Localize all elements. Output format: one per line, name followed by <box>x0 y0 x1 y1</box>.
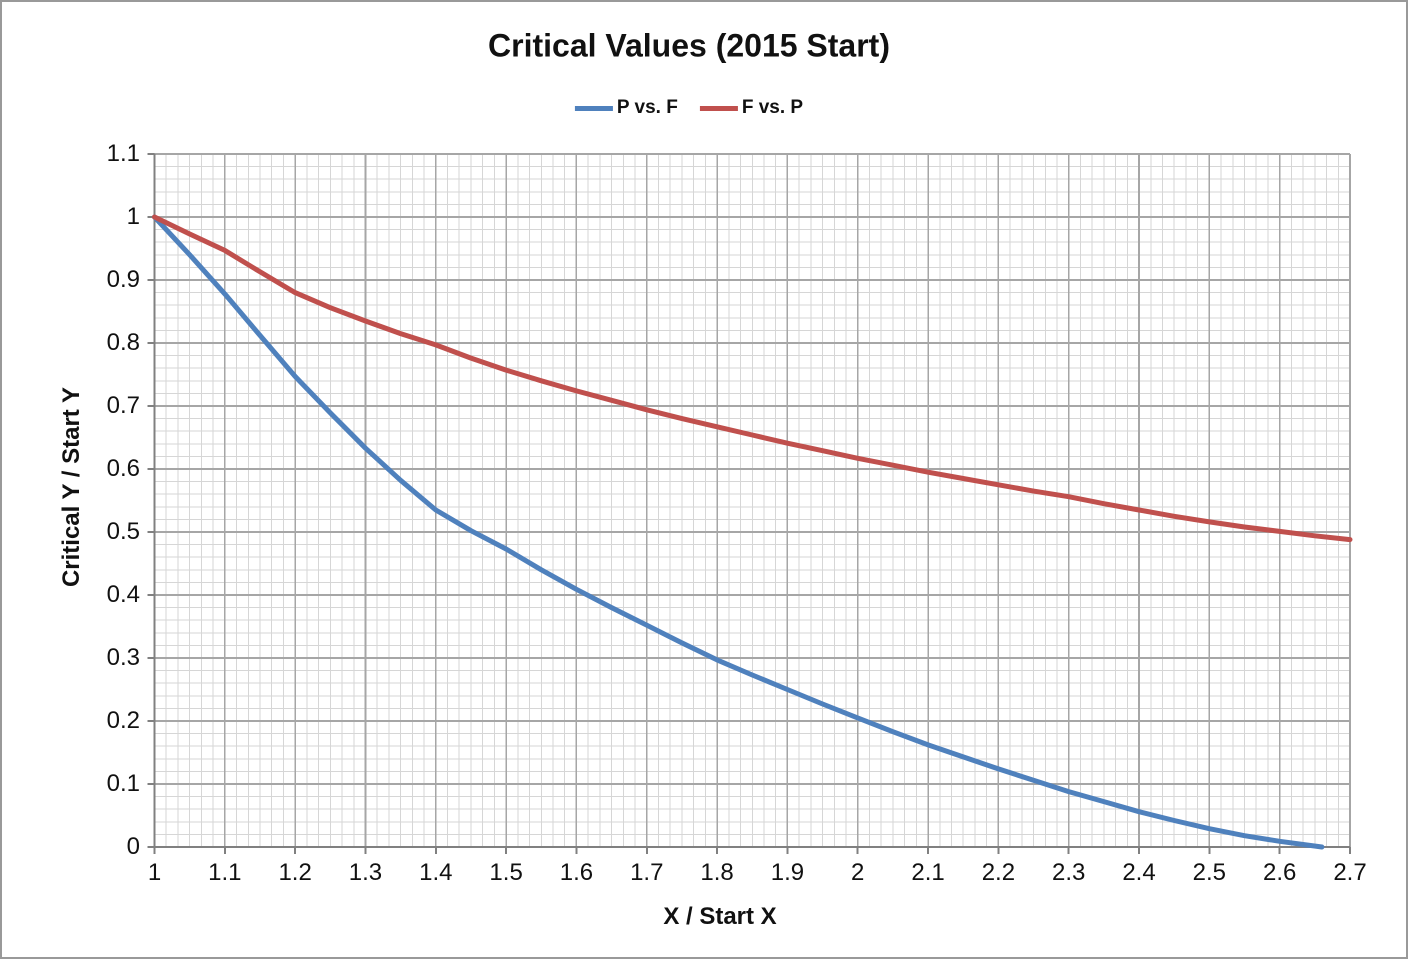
legend-item-p-vs-f: P vs. F <box>574 97 678 119</box>
legend-item-f-vs-p: F vs. P <box>699 97 804 119</box>
x-tick-label: 1.6 <box>559 859 594 886</box>
x-tick-label: 1 <box>147 859 162 886</box>
x-tick-label: 2.6 <box>1262 859 1297 886</box>
legend-swatch-f-vs-p-icon <box>699 105 738 111</box>
y-tick-label: 0 <box>126 833 140 860</box>
x-tick-label: 1.7 <box>630 859 664 886</box>
y-tick-label: 0.6 <box>106 455 140 482</box>
x-tick-label: 2.3 <box>1052 859 1086 886</box>
chart-title: Critical Values (2015 Start) <box>488 27 890 64</box>
x-tick-label: 1.9 <box>770 859 805 886</box>
x-axis-title: X / Start X <box>663 903 777 930</box>
y-tick-label: 0.2 <box>106 707 140 734</box>
legend-label-p-vs-f: P vs. F <box>616 97 678 118</box>
x-tick-label: 2.2 <box>981 859 1016 886</box>
y-tick-label: 0.1 <box>106 770 140 797</box>
y-tick-label: 0.4 <box>106 581 140 608</box>
x-tick-label: 1.3 <box>348 859 383 886</box>
x-tick-label: 2.5 <box>1192 859 1227 886</box>
y-tick-label: 0.3 <box>106 644 140 671</box>
series-line-f-vs-p <box>152 214 1353 543</box>
y-tick-label: 0.7 <box>106 392 140 419</box>
x-tick-label: 2.7 <box>1333 859 1367 886</box>
x-tick-label: 2 <box>851 859 865 886</box>
legend-swatch-p-vs-f-icon <box>574 105 613 111</box>
x-tick-label: 2.4 <box>1122 859 1156 886</box>
y-tick-label: 0.9 <box>106 266 140 293</box>
x-tick-label: 1.8 <box>700 859 734 886</box>
x-tick-label: 1.5 <box>489 859 523 886</box>
legend: P vs. F F vs. P <box>574 97 804 119</box>
x-tick-label: 1.4 <box>419 859 453 886</box>
series-line-p-vs-f <box>152 214 1325 850</box>
legend-label-f-vs-p: F vs. P <box>741 97 804 118</box>
y-tick-label: 1.1 <box>106 140 140 167</box>
x-tick-label: 2.1 <box>911 859 945 886</box>
x-tick-label: 1.1 <box>208 859 242 886</box>
x-tick-label: 1.2 <box>278 859 312 886</box>
y-tick-label: 0.5 <box>106 518 140 545</box>
y-tick-label: 1 <box>126 203 140 230</box>
y-tick-label: 0.8 <box>106 329 140 356</box>
